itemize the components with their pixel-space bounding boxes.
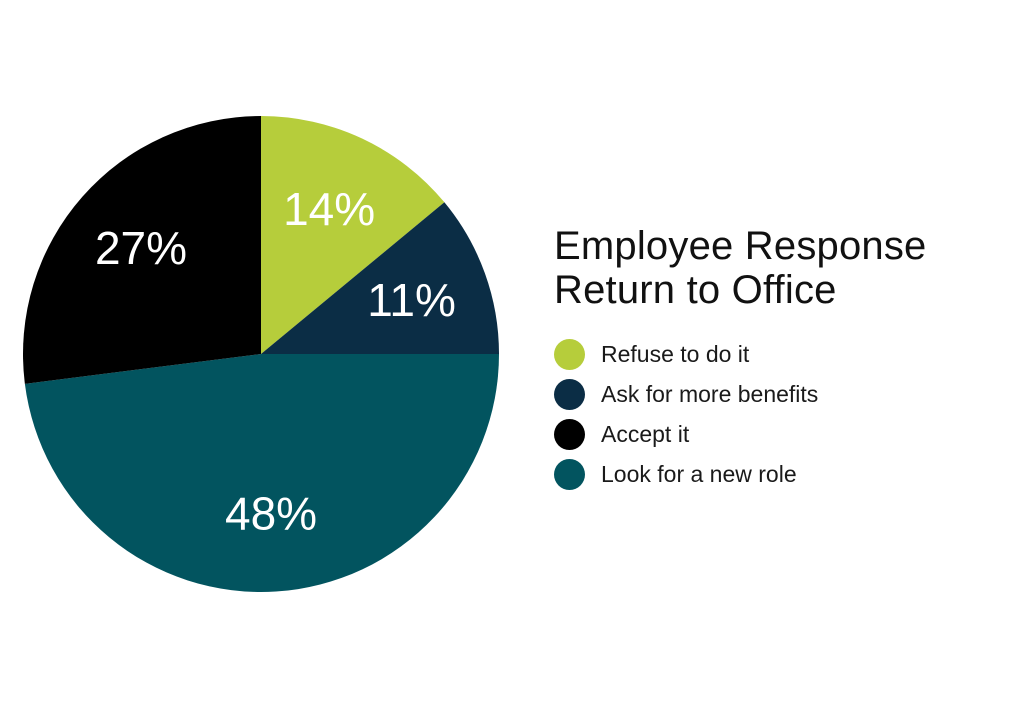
legend-label: Look for a new role	[601, 460, 797, 487]
pie-slice-accept-it	[22, 116, 261, 384]
chart-title-line-1: Employee Response	[554, 224, 927, 268]
legend-item-refuse-to-do-it: Refuse to do it	[554, 334, 818, 374]
legend-label: Accept it	[601, 420, 690, 447]
pie-slice-refuse-to-do-it	[261, 116, 445, 354]
legend-swatch-look-for-a-new-role	[554, 458, 585, 490]
legend: Refuse to do it Ask for more benefits Acce…	[554, 334, 818, 494]
chart-title-line-2: Return to Office	[554, 268, 837, 312]
pie-slice-label-refuse-to-do-it: 14%	[283, 183, 375, 235]
legend-swatch-refuse-to-do-it	[554, 338, 585, 370]
pie-slices	[22, 116, 499, 593]
pie-slice-labels: 14% 11% 48% 27%	[95, 183, 456, 539]
legend-item-look-for-a-new-role: Look for a new role	[554, 454, 818, 494]
pie-slice-label-accept-it: 27%	[95, 222, 187, 274]
legend-swatch-accept-it	[554, 418, 585, 450]
pie-slice-ask-for-more-benefits	[261, 202, 499, 354]
pie-slice-label-look-for-a-new-role: 48%	[225, 488, 317, 540]
legend-item-ask-for-more-benefits: Ask for more benefits	[554, 374, 818, 414]
legend-label: Ask for more benefits	[601, 380, 819, 407]
legend-item-accept-it: Accept it	[554, 414, 818, 454]
legend-label: Refuse to do it	[601, 340, 750, 367]
pie-slice-look-for-a-new-role	[24, 354, 499, 593]
legend-swatch-ask-for-more-benefits	[554, 378, 585, 410]
pie-slice-label-ask-for-more-benefits: 11%	[367, 274, 456, 326]
chart-title: Employee Response Return to Office	[554, 224, 927, 312]
